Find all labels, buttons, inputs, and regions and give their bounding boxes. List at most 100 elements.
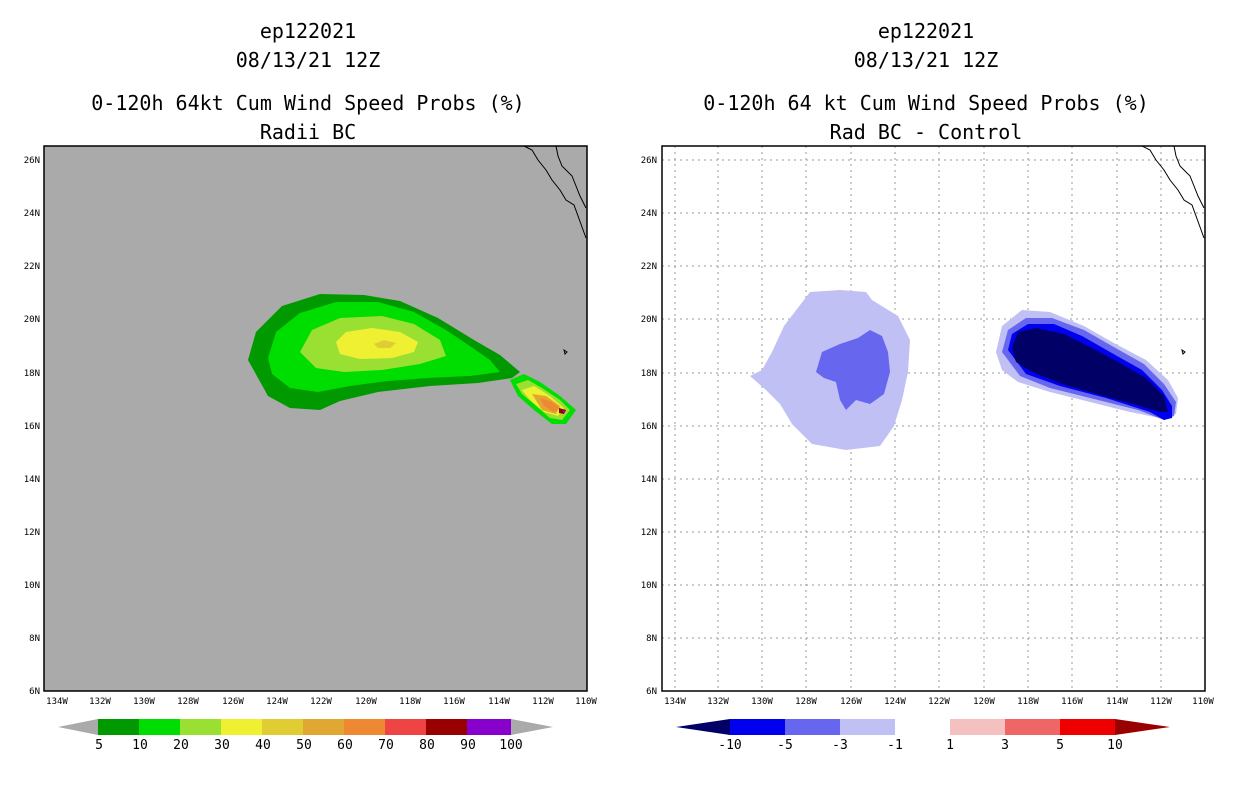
right-lon-ticks: 134W 132W 130W 128W 126W 124W 122W 120W …: [664, 697, 1214, 707]
left-peninsula-coast: [555, 145, 587, 209]
right-peninsula-coast: [1173, 145, 1205, 209]
right-lon-label: 132W: [707, 697, 729, 707]
left-colorbar-label: 80: [419, 738, 435, 753]
right-lon-label: 122W: [928, 697, 950, 707]
right-colorbar-swatch: [1005, 719, 1060, 735]
right-colorbar-label: -5: [777, 738, 793, 753]
right-colorbar-label: -3: [832, 738, 848, 753]
right-lon-label: 118W: [1017, 697, 1039, 707]
right-lat-label: 10N: [641, 581, 657, 591]
left-map-frame: [43, 145, 588, 692]
right-lon-label: 116W: [1061, 697, 1083, 707]
left-title-date: 08/13/21 12Z: [236, 48, 381, 72]
left-lon-label: 126W: [222, 697, 244, 707]
left-lon-label: 124W: [266, 697, 288, 707]
left-colorbar-swatch: [426, 719, 467, 735]
left-lon-label: 132W: [89, 697, 111, 707]
right-lon-label: 112W: [1150, 697, 1172, 707]
right-colorbar-swatch: [895, 719, 950, 735]
left-lat-label: 12N: [24, 528, 40, 538]
right-colorbar-label: -10: [718, 738, 741, 753]
right-lon-label: 128W: [795, 697, 817, 707]
left-colorbar-swatch: [303, 719, 344, 735]
right-colorbar-swatch: [1060, 719, 1115, 735]
left-lat-label: 10N: [24, 581, 40, 591]
right-title-storm: ep122021: [878, 19, 974, 43]
left-colorbar-label: 90: [460, 738, 476, 753]
left-lat-label: 18N: [24, 369, 40, 379]
right-map-frame: [661, 145, 1206, 692]
left-colorbar: 5 10 20 30 40 50 60 70 80 90 100: [58, 719, 553, 753]
left-lon-label: 110W: [575, 697, 597, 707]
right-colorbar-swatch: [730, 719, 785, 735]
left-colorbar-label: 40: [255, 738, 271, 753]
left-lat-label: 22N: [24, 262, 40, 272]
right-title-product: 0-120h 64 kt Cum Wind Speed Probs (%): [703, 91, 1149, 115]
left-lon-label: 112W: [532, 697, 554, 707]
left-lon-label: 134W: [46, 697, 68, 707]
right-colorbar-high-arrow: [1115, 719, 1170, 735]
right-lon-label: 130W: [751, 697, 773, 707]
right-colorbar: -10 -5 -3 -1 1 3 5 10: [676, 719, 1170, 753]
left-lat-label: 20N: [24, 315, 40, 325]
right-lat-label: 16N: [641, 422, 657, 432]
right-colorbar-swatch: [950, 719, 1005, 735]
right-colorbar-label: 3: [1001, 738, 1009, 753]
left-colorbar-label: 20: [173, 738, 189, 753]
right-lat-label: 14N: [641, 475, 657, 485]
right-lon-label: 110W: [1192, 697, 1214, 707]
left-map-background: [44, 146, 587, 691]
left-cluster-60: [540, 398, 560, 412]
left-title-storm: ep122021: [260, 19, 356, 43]
right-panel: ep122021 08/13/21 12Z 0-120h 64 kt Cum W…: [641, 19, 1215, 753]
right-colorbar-swatch: [785, 719, 840, 735]
right-lat-label: 8N: [646, 634, 657, 644]
left-lat-label: 16N: [24, 422, 40, 432]
left-island: [563, 348, 568, 355]
left-colorbar-label: 10: [132, 738, 148, 753]
left-lat-label: 14N: [24, 475, 40, 485]
right-lat-label: 22N: [641, 262, 657, 272]
left-colorbar-label: 60: [337, 738, 353, 753]
left-lat-label: 8N: [29, 634, 40, 644]
left-colorbar-swatch: [262, 719, 303, 735]
left-colorbar-label: 50: [296, 738, 312, 753]
right-colorbar-label: 5: [1056, 738, 1064, 753]
left-title-product: 0-120h 64kt Cum Wind Speed Probs (%): [91, 91, 524, 115]
left-lat-label: 24N: [24, 209, 40, 219]
right-lat-label: 20N: [641, 315, 657, 325]
right-title-date: 08/13/21 12Z: [854, 48, 999, 72]
left-colorbar-swatch: [139, 719, 180, 735]
left-coastline: [523, 145, 587, 239]
right-lat-label: 24N: [641, 209, 657, 219]
right-lon-label: 134W: [664, 697, 686, 707]
left-colorbar-label: 100: [499, 738, 522, 753]
right-west-area-minus5: [816, 330, 890, 410]
left-lon-label: 116W: [443, 697, 465, 707]
right-lon-label: 126W: [840, 697, 862, 707]
right-colorbar-swatch: [840, 719, 895, 735]
left-colorbar-low-arrow: [58, 719, 98, 735]
right-lon-label: 114W: [1106, 697, 1128, 707]
right-lat-label: 12N: [641, 528, 657, 538]
left-lon-label: 118W: [399, 697, 421, 707]
left-lon-label: 122W: [310, 697, 332, 707]
left-title-experiment: Radii BC: [260, 120, 356, 144]
left-lon-label: 128W: [177, 697, 199, 707]
left-contour-40: [374, 340, 396, 348]
right-lon-label: 124W: [884, 697, 906, 707]
left-lon-label: 114W: [488, 697, 510, 707]
left-colorbar-label: 30: [214, 738, 230, 753]
left-colorbar-swatch: [221, 719, 262, 735]
left-colorbar-swatch: [385, 719, 426, 735]
right-lon-label: 120W: [973, 697, 995, 707]
right-lat-ticks: 26N 24N 22N 20N 18N 16N 14N 12N 10N 8N 6…: [641, 156, 657, 697]
right-colorbar-label: -1: [887, 738, 903, 753]
right-lat-label: 18N: [641, 369, 657, 379]
right-coastline: [1141, 145, 1205, 239]
right-lat-label: 6N: [646, 687, 657, 697]
right-grid: [662, 146, 1205, 691]
left-colorbar-label: 5: [95, 738, 103, 753]
right-colorbar-label: 10: [1107, 738, 1123, 753]
left-lon-label: 130W: [133, 697, 155, 707]
